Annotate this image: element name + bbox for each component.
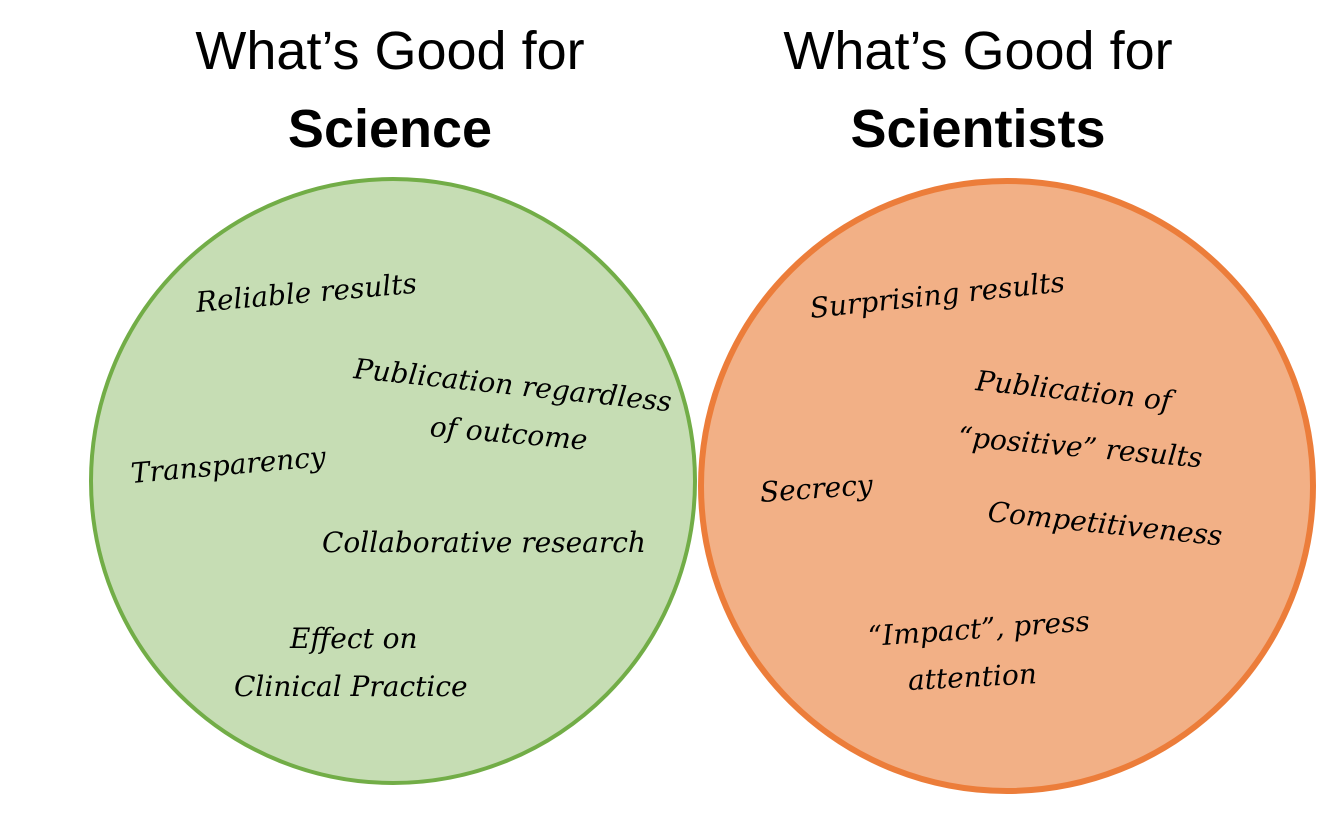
phrase-attention: attention [907,657,1038,697]
science-title: What’s Good for Science [90,24,690,156]
scientists-title: What’s Good for Scientists [678,24,1278,156]
science-title-line1: What’s Good for [195,21,585,81]
scientists-title-line2: Scientists [850,99,1106,159]
scientists-circle [698,178,1316,794]
scientists-title-line1: What’s Good for [783,21,1173,81]
science-circle [89,177,697,785]
science-title-line2: Science [287,99,493,159]
phrase-effect-on: Effect on [290,622,418,655]
phrase-clinical-practice: Clinical Practice [234,670,468,703]
phrase-collaborative-research: Collaborative research [322,526,646,559]
